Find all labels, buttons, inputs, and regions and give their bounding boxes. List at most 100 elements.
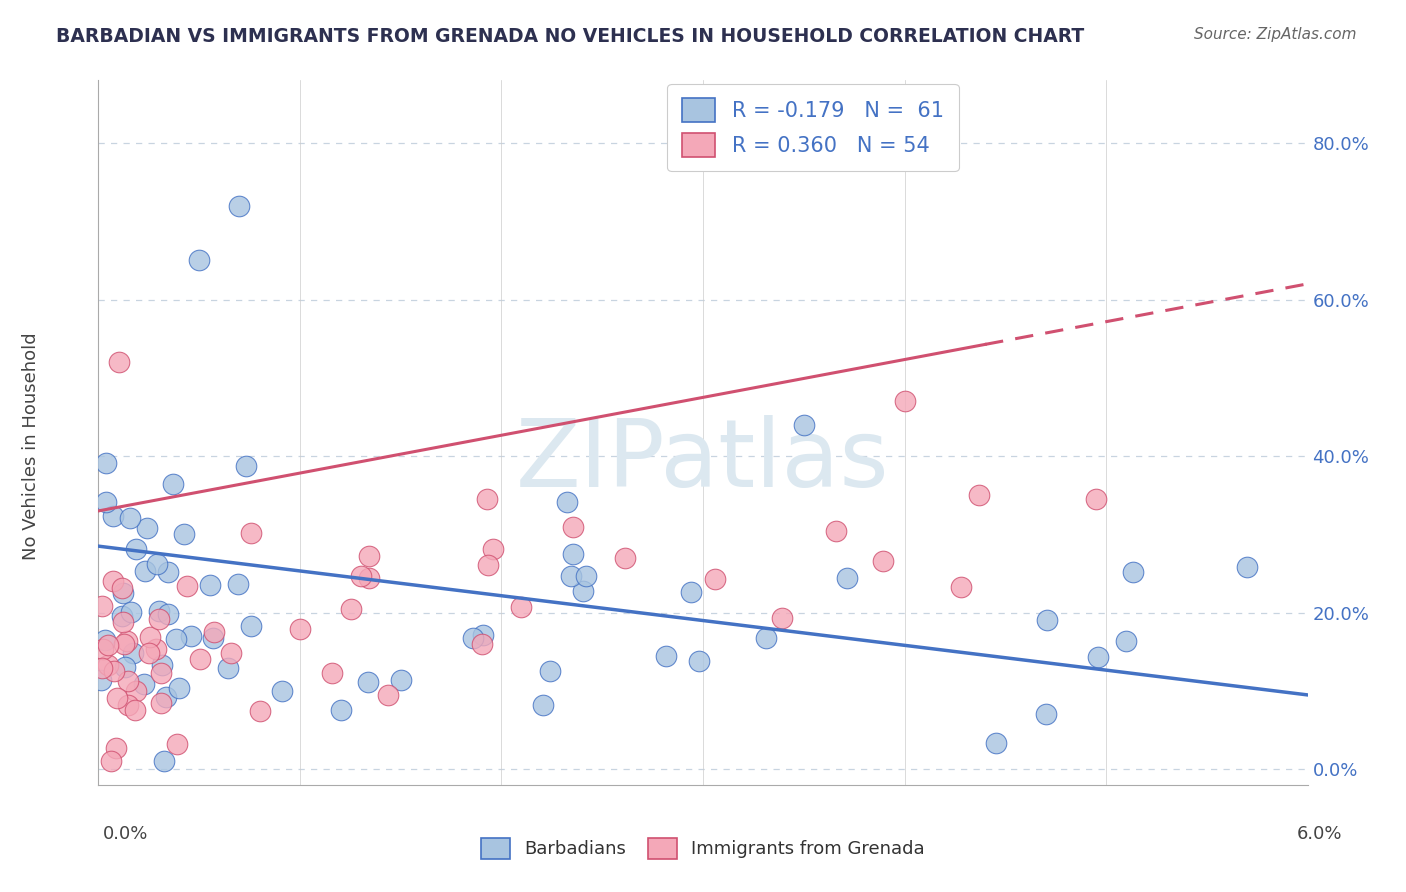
Point xyxy=(165,632,187,646)
Point xyxy=(153,755,176,769)
Point xyxy=(1035,707,1057,722)
Point xyxy=(226,577,249,591)
Point xyxy=(357,675,380,690)
Point xyxy=(115,633,138,648)
Point xyxy=(190,652,212,666)
Point xyxy=(1122,565,1144,579)
Legend: Barbadians, Immigrants from Grenada: Barbadians, Immigrants from Grenada xyxy=(470,827,936,870)
Point xyxy=(1036,613,1059,627)
Text: No Vehicles in Household: No Vehicles in Household xyxy=(22,332,39,560)
Point xyxy=(967,488,990,502)
Point xyxy=(145,641,167,656)
Point xyxy=(149,666,172,681)
Point xyxy=(510,599,533,614)
Point xyxy=(198,577,221,591)
Point xyxy=(97,658,120,673)
Point xyxy=(560,569,582,583)
Point xyxy=(704,572,727,586)
Point xyxy=(125,542,148,557)
Point xyxy=(288,622,311,636)
Point xyxy=(477,558,499,572)
Point xyxy=(90,661,112,675)
Point xyxy=(90,673,112,688)
Point xyxy=(872,554,894,568)
Point xyxy=(825,524,848,538)
Point xyxy=(134,677,156,691)
Point xyxy=(1087,649,1109,664)
Point xyxy=(249,704,271,718)
Point xyxy=(105,740,128,755)
Point xyxy=(357,549,380,564)
Point xyxy=(949,580,972,594)
Legend: R = -0.179   N =  61, R = 0.360   N = 54: R = -0.179 N = 61, R = 0.360 N = 54 xyxy=(668,84,959,171)
Point xyxy=(321,666,343,681)
Point xyxy=(94,633,117,648)
Point xyxy=(202,624,225,639)
Point xyxy=(134,565,156,579)
Point xyxy=(125,684,148,698)
Point xyxy=(219,646,242,660)
Point xyxy=(679,585,702,599)
Point xyxy=(91,642,114,657)
Point xyxy=(112,615,135,629)
Point xyxy=(654,648,676,663)
Point xyxy=(91,599,114,613)
Point xyxy=(377,688,399,702)
Point xyxy=(121,646,143,660)
Point xyxy=(110,581,132,595)
Point xyxy=(101,509,124,524)
Point xyxy=(103,664,125,678)
Point xyxy=(531,698,554,713)
Point xyxy=(176,578,198,592)
Point xyxy=(463,631,485,645)
Point xyxy=(94,456,117,470)
Text: BARBADIAN VS IMMIGRANTS FROM GRENADA NO VEHICLES IN HOUSEHOLD CORRELATION CHART: BARBADIAN VS IMMIGRANTS FROM GRENADA NO … xyxy=(56,27,1084,45)
Point xyxy=(475,491,498,506)
Point xyxy=(1236,560,1258,574)
Point xyxy=(562,519,585,533)
Point xyxy=(688,654,710,668)
Point xyxy=(157,566,180,580)
Point xyxy=(111,586,134,600)
Point xyxy=(793,417,815,432)
Point xyxy=(166,737,188,751)
Point xyxy=(148,604,170,618)
Point xyxy=(110,609,132,624)
Point xyxy=(155,690,177,704)
Point xyxy=(118,511,141,525)
Point xyxy=(96,494,118,508)
Point xyxy=(1115,634,1137,648)
Point xyxy=(173,527,195,541)
Point xyxy=(162,477,184,491)
Text: 6.0%: 6.0% xyxy=(1298,825,1343,843)
Point xyxy=(124,702,146,716)
Point xyxy=(481,542,503,557)
Point xyxy=(340,602,363,616)
Point xyxy=(329,703,352,717)
Point xyxy=(893,394,915,409)
Point xyxy=(538,664,561,678)
Point xyxy=(235,458,257,473)
Point xyxy=(1084,491,1107,506)
Point xyxy=(120,605,142,619)
Point xyxy=(835,570,858,584)
Point xyxy=(575,569,598,583)
Point xyxy=(180,629,202,643)
Text: Source: ZipAtlas.com: Source: ZipAtlas.com xyxy=(1194,27,1357,42)
Point xyxy=(157,607,180,621)
Point xyxy=(97,638,120,652)
Point xyxy=(114,660,136,674)
Point xyxy=(117,698,139,713)
Point xyxy=(350,569,373,583)
Point xyxy=(239,525,262,540)
Point xyxy=(228,198,250,212)
Point xyxy=(239,619,262,633)
Point xyxy=(572,583,595,598)
Point xyxy=(755,631,778,645)
Point xyxy=(270,684,292,698)
Point xyxy=(107,691,129,706)
Point xyxy=(135,521,157,535)
Point xyxy=(167,681,190,695)
Point xyxy=(145,558,167,572)
Point xyxy=(389,673,412,688)
